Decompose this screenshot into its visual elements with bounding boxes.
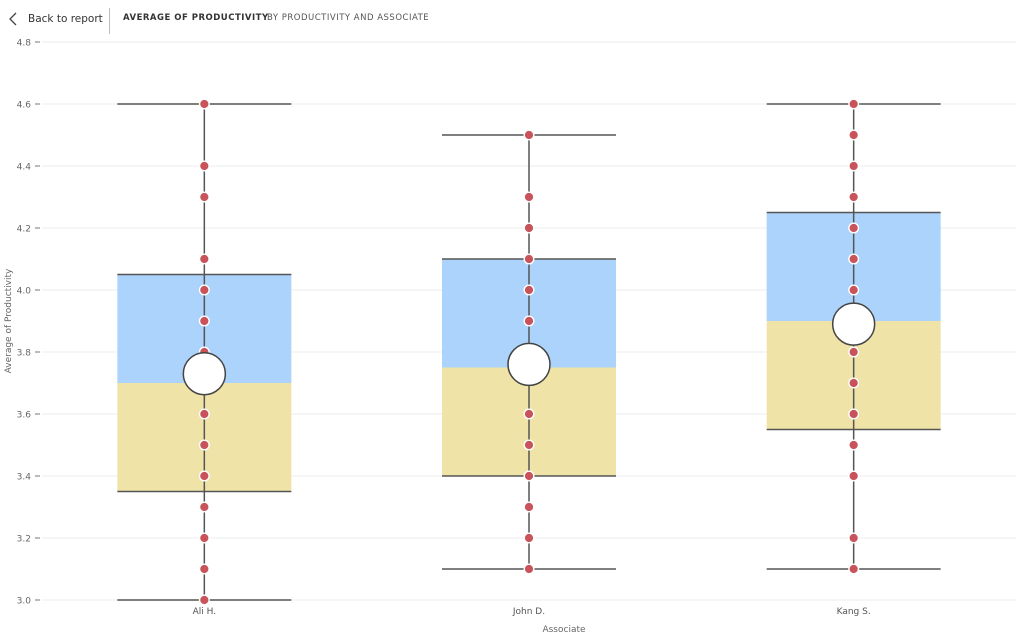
header-divider bbox=[109, 8, 110, 34]
data-point bbox=[523, 470, 535, 482]
data-point bbox=[848, 408, 860, 420]
y-tick-label: 4.2 bbox=[17, 225, 31, 235]
data-point bbox=[523, 222, 535, 234]
data-point bbox=[198, 98, 210, 110]
data-point bbox=[523, 532, 535, 544]
data-point bbox=[523, 191, 535, 203]
data-point bbox=[523, 408, 535, 420]
data-point bbox=[198, 315, 210, 327]
data-point bbox=[848, 160, 860, 172]
data-point bbox=[848, 129, 860, 141]
data-point bbox=[523, 315, 535, 327]
data-point bbox=[198, 563, 210, 575]
y-axis-title: Average of Productivity bbox=[4, 268, 14, 373]
data-point bbox=[198, 532, 210, 544]
data-point bbox=[198, 253, 210, 265]
data-point bbox=[848, 532, 860, 544]
data-point bbox=[523, 129, 535, 141]
y-tick-label: 3.0 bbox=[17, 597, 32, 607]
mean-marker bbox=[182, 351, 227, 396]
data-point bbox=[523, 253, 535, 265]
data-point bbox=[198, 160, 210, 172]
visual-title: AVERAGE OF PRODUCTIVITY bbox=[123, 13, 269, 23]
data-point bbox=[848, 98, 860, 110]
data-point bbox=[848, 346, 860, 358]
data-point bbox=[523, 439, 535, 451]
data-point bbox=[523, 563, 535, 575]
y-tick-label: 3.6 bbox=[17, 411, 32, 421]
data-point bbox=[198, 501, 210, 513]
x-axis-title: Associate bbox=[542, 625, 586, 635]
data-point bbox=[198, 470, 210, 482]
y-tick-label: 3.4 bbox=[17, 473, 32, 483]
data-point bbox=[523, 501, 535, 513]
box-group-ali-h: Ali H. bbox=[117, 98, 292, 617]
data-point bbox=[848, 222, 860, 234]
box-group-john-d: John D. bbox=[442, 129, 616, 617]
chevron-left-icon bbox=[9, 12, 17, 26]
data-point bbox=[523, 284, 535, 296]
y-tick-label: 3.8 bbox=[17, 349, 32, 359]
x-category-label: Ali H. bbox=[193, 607, 217, 617]
y-tick-label: 4.8 bbox=[17, 39, 32, 49]
data-point bbox=[848, 470, 860, 482]
data-point bbox=[198, 191, 210, 203]
back-to-report-button[interactable]: Back to report bbox=[6, 10, 103, 28]
x-category-label: Kang S. bbox=[837, 607, 871, 617]
y-tick-label: 4.4 bbox=[17, 163, 32, 173]
data-point bbox=[198, 408, 210, 420]
box-group-kang-s: Kang S. bbox=[766, 98, 941, 617]
top-bar: Back to report AVERAGE OF PRODUCTIVITY B… bbox=[0, 0, 1024, 36]
data-point bbox=[198, 439, 210, 451]
y-tick-label: 3.2 bbox=[17, 535, 31, 545]
data-point bbox=[848, 439, 860, 451]
data-point bbox=[198, 284, 210, 296]
data-point bbox=[848, 284, 860, 296]
y-tick-label: 4.6 bbox=[17, 101, 32, 111]
data-point bbox=[848, 377, 860, 389]
data-point bbox=[848, 253, 860, 265]
y-tick-label: 4.0 bbox=[17, 287, 32, 297]
back-to-report-label: Back to report bbox=[28, 13, 103, 25]
data-point bbox=[848, 191, 860, 203]
visual-subtitle: BY PRODUCTIVITY AND ASSOCIATE bbox=[267, 13, 430, 23]
mean-marker bbox=[507, 342, 551, 387]
data-point bbox=[848, 563, 860, 575]
data-point bbox=[198, 594, 210, 606]
mean-marker bbox=[831, 302, 876, 346]
x-category-label: John D. bbox=[512, 607, 545, 617]
